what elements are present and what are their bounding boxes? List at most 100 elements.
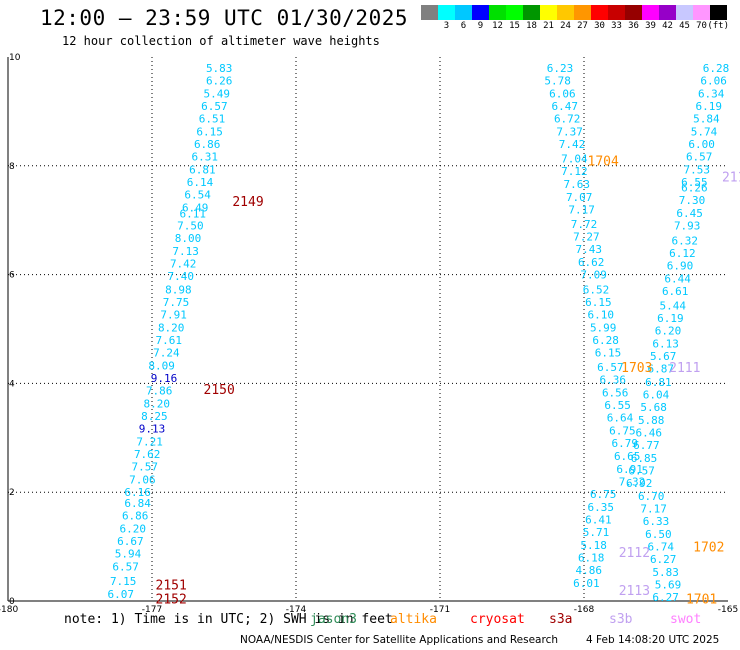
wave-height-point: 6.11 [180, 208, 207, 221]
y-tick-label: 10 [9, 53, 21, 63]
wave-height-point: 6.65 [614, 450, 641, 463]
wave-height-point: 6.91 [616, 463, 643, 476]
wave-height-point: 7.17 [640, 503, 667, 516]
wave-height-point: 7.21 [136, 436, 163, 449]
wave-height-point: 6.72 [554, 112, 581, 125]
generated-timestamp: 4 Feb 14:08:20 UTC 2025 [586, 634, 720, 646]
wave-height-point: 6.33 [643, 515, 670, 528]
wave-height-point: 6.55 [681, 176, 708, 189]
wave-height-point: 6.75 [609, 425, 636, 438]
wave-height-point: 6.10 [588, 308, 615, 321]
wave-height-point: 7.09 [580, 269, 607, 282]
pass-label: 1703 [621, 361, 652, 376]
wave-height-point: 6.15 [595, 346, 622, 359]
pass-label: 1701 [686, 592, 717, 607]
wave-height-point: 6.46 [636, 426, 663, 439]
wave-height-point: 6.13 [652, 338, 679, 351]
wave-height-point: 6.57 [628, 464, 655, 477]
wave-height-point: 6.01 [573, 577, 600, 590]
wave-height-point: 7.30 [679, 194, 706, 207]
wave-height-point: 6.44 [664, 272, 691, 285]
colorbar-tick-label: 45 [679, 21, 690, 31]
wave-height-point: 9.16 [151, 372, 178, 385]
colorbar-unit: (ft) [707, 21, 729, 31]
wave-height-point: 7.53 [684, 164, 711, 177]
colorbar-tick-label: 6 [460, 21, 467, 31]
colorbar-tick-label: 36 [628, 21, 639, 31]
wave-height-point: 6.16 [124, 486, 151, 499]
pass-label: 2111 [669, 361, 700, 376]
colorbar-swatch [472, 5, 489, 20]
colorbar-swatch [421, 5, 438, 20]
colorbar-swatch [591, 5, 608, 20]
legend-cryosat: cryosat [470, 612, 525, 627]
wave-height-point: 6.74 [648, 541, 675, 554]
colorbar-swatch [523, 5, 540, 20]
colorbar-tick-label: 15 [509, 21, 520, 31]
wave-height-point: 6.00 [688, 138, 715, 151]
wave-height-point: 6.81 [189, 164, 216, 177]
wave-height-point: 6.52 [583, 283, 610, 296]
colorbar-swatch [574, 5, 591, 20]
wave-height-point: 6.64 [607, 412, 634, 425]
wave-height-point: 6.62 [578, 256, 605, 269]
colorbar-swatch [438, 5, 455, 20]
colorbar-tick-label: 30 [594, 21, 605, 31]
colorbar-tick-label: 12 [492, 21, 503, 31]
wave-height-point: 7.50 [177, 220, 204, 233]
pass-label: 1702 [693, 541, 724, 556]
wave-height-point: 7.91 [160, 308, 187, 321]
colorbar-tick-label: 42 [662, 21, 673, 31]
wave-height-point: 8.98 [165, 283, 192, 296]
wave-height-point: 7.61 [156, 334, 183, 347]
wave-height-point: 7.24 [153, 346, 180, 359]
wave-height-point: 6.84 [124, 497, 151, 510]
wave-height-point: 7.62 [134, 448, 161, 461]
y-tick-label: 0 [9, 597, 15, 607]
wave-height-point: 8.20 [158, 321, 185, 334]
wave-height-point: 6.27 [650, 553, 677, 566]
wave-height-point: 6.47 [552, 100, 579, 113]
wave-height-point: 6.32 [672, 234, 699, 247]
wave-height-point: 8.09 [148, 359, 175, 372]
x-tick-label: -174 [286, 605, 307, 615]
pass-label: 2113 [619, 584, 650, 599]
wave-height-point: 6.87 [648, 363, 675, 376]
chart-title: 12:00 – 23:59 UTC 01/30/2025 [40, 6, 409, 30]
wave-height-point: 6.57 [686, 151, 713, 164]
wave-height-point: 7.42 [559, 138, 586, 151]
wave-height-point: 6.50 [645, 528, 672, 541]
wave-height-point: 7.17 [568, 203, 595, 216]
wave-height-point: 6.19 [696, 100, 723, 113]
wave-height-point: 6.26 [681, 182, 708, 195]
wave-height-point: 6.55 [604, 399, 631, 412]
colorbar-swatch [506, 5, 523, 20]
colorbar-swatch [489, 5, 506, 20]
wave-height-point: 6.54 [184, 189, 211, 202]
wave-height-point: 6.07 [108, 588, 135, 601]
wave-height-point: 5.68 [640, 401, 667, 414]
x-tick-label: -168 [574, 605, 595, 615]
colorbar-swatch [540, 5, 557, 20]
wave-height-point: 6.23 [547, 62, 574, 75]
wave-height-point: 7.13 [172, 245, 199, 258]
wave-height-point: 5.49 [204, 87, 231, 100]
wave-height-point: 6.77 [633, 439, 660, 452]
wave-height-point: 7.40 [168, 270, 195, 283]
wave-height-point: 6.57 [597, 361, 624, 374]
wave-height-point: 6.15 [196, 126, 223, 139]
wave-height-point: 7.07 [566, 191, 593, 204]
wave-height-point: 6.36 [600, 374, 627, 387]
wave-height-point: 6.28 [703, 62, 730, 75]
wave-height-point: 5.84 [693, 112, 720, 125]
wave-height-point: 6.90 [667, 259, 694, 272]
wave-height-point: 5.67 [650, 350, 677, 363]
wave-height-point: 6.79 [612, 437, 639, 450]
wave-height-point: 5.74 [691, 126, 718, 139]
wave-height-point: 6.49 [182, 202, 209, 215]
colorbar-tick-label: 9 [477, 21, 484, 31]
wave-height-point: 5.99 [590, 321, 617, 334]
wave-height-point: 6.75 [590, 488, 617, 501]
colorbar-tick-label: 21 [543, 21, 554, 31]
